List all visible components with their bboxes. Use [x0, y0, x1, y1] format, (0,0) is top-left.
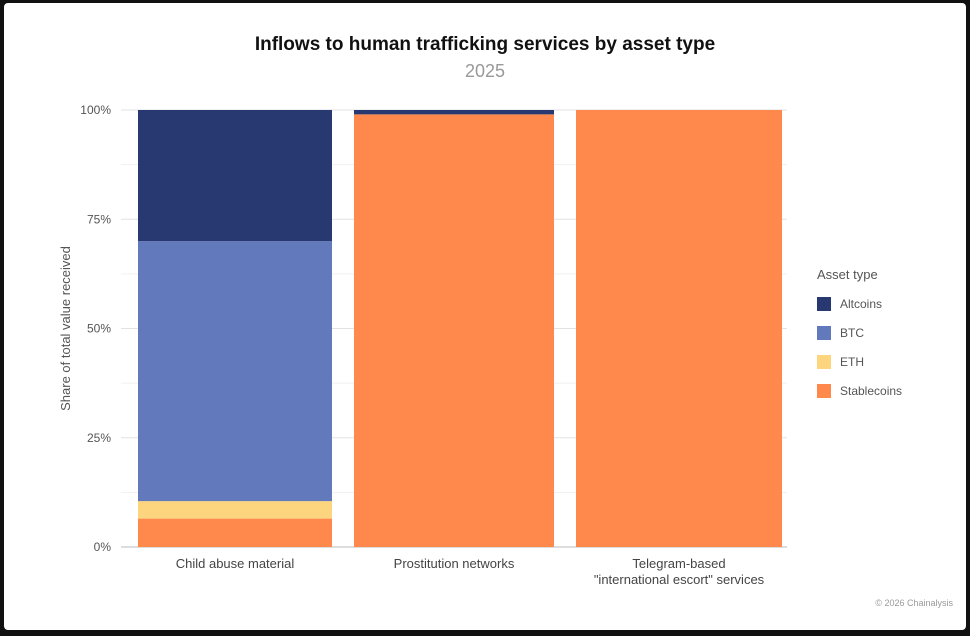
legend-label: ETH [840, 354, 864, 369]
bar-altcoins-1 [138, 110, 332, 242]
x-tick-label: Child abuse material [176, 556, 295, 571]
bar-stablecoins-2 [354, 114, 554, 548]
y-tick-label: 25% [87, 431, 111, 445]
y-tick-label: 50% [87, 322, 111, 336]
x-tick-label: Telegram-based [632, 556, 725, 571]
legend-label: Altcoins [840, 296, 883, 311]
legend-title: Asset type [817, 267, 878, 282]
y-axis-label: Share of total value received [58, 246, 73, 411]
legend-items: Altcoins BTC ETH Stablecoins [817, 295, 957, 399]
bar-eth-1 [138, 501, 332, 519]
legend-item-btc: BTC [817, 324, 957, 341]
x-tick-label: Prostitution networks [394, 556, 515, 571]
legend-swatch [817, 383, 831, 398]
y-tick-label: 0% [94, 540, 112, 554]
y-tick-label: 75% [87, 212, 111, 226]
bar-stablecoins-3 [576, 110, 782, 547]
legend-item-stablecoins: Stablecoins [817, 382, 957, 399]
legend-swatch [817, 325, 831, 340]
x-tick-label: "international escort" services [594, 572, 765, 587]
chart-title: Inflows to human trafficking services by… [254, 34, 716, 55]
legend-swatch [817, 354, 831, 369]
copyright-credit: © 2026 Chainalysis [875, 598, 953, 608]
chart-card: Inflows to human trafficking services by… [4, 3, 966, 630]
legend: Asset type Altcoins BTC ETH Stablecoins [817, 267, 957, 411]
bar-altcoins-2 [354, 110, 554, 115]
legend-item-eth: ETH [817, 353, 957, 370]
chart-plot: 0% 25% 50% 75% 100% Share of total value rece… [58, 103, 787, 587]
legend-label: BTC [840, 325, 864, 340]
chart-subtitle: 2025 [464, 61, 506, 81]
y-tick-label: 100% [80, 103, 111, 117]
bar-btc-1 [138, 241, 332, 502]
legend-label: Stablecoins [840, 383, 903, 398]
legend-item-altcoins: Altcoins [817, 295, 957, 312]
bar-stablecoins-1 [138, 518, 332, 547]
legend-swatch [817, 296, 831, 311]
